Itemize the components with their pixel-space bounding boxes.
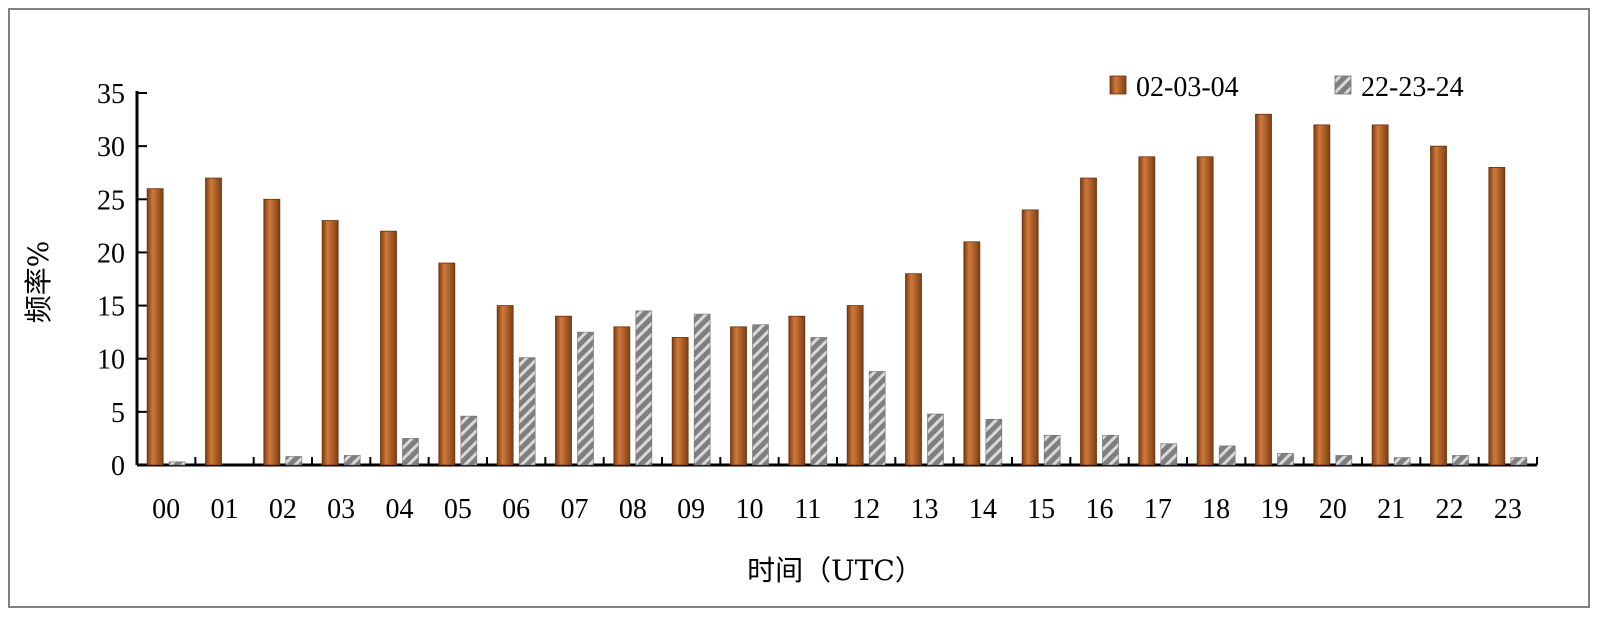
bar-series-2 (927, 413, 944, 466)
bar-series-2 (1510, 457, 1528, 466)
legend-label-series-1: 02-03-04 (1136, 72, 1239, 103)
bar-series-2 (518, 357, 536, 466)
bar-series-1 (1080, 177, 1097, 466)
x-tick-label: 18 (1202, 494, 1230, 525)
y-tick-label: 30 (97, 132, 125, 163)
bar-series-1 (1196, 156, 1214, 466)
bar-series-1 (321, 220, 339, 466)
bar-series-2 (343, 455, 361, 466)
bar-series-1 (788, 315, 806, 466)
y-axis-label: 频率% (22, 241, 55, 324)
bar-series-1 (438, 262, 456, 466)
bar-series-1 (1430, 145, 1447, 466)
bar-series-2 (1393, 457, 1411, 466)
x-tick-label: 21 (1377, 494, 1405, 525)
x-tick-label: 10 (736, 494, 764, 525)
y-tick-label: 15 (97, 292, 125, 323)
bar-series-1 (380, 230, 397, 466)
axes (135, 91, 1538, 467)
y-tick-label: 35 (97, 79, 125, 110)
bar-series-2 (1043, 434, 1061, 466)
bar-series-2 (635, 310, 653, 466)
x-tick-label: 20 (1319, 494, 1347, 525)
bar-series-2 (402, 438, 419, 466)
x-tick-label: 07 (561, 494, 589, 525)
bar-series-2 (285, 456, 303, 466)
legend: 02-03-04 22-23-24 (1109, 72, 1464, 103)
bar-series-2 (1452, 455, 1469, 466)
x-tick-label: 04 (386, 494, 414, 525)
bar-series-2 (1335, 455, 1353, 466)
legend-swatch-series-2 (1334, 75, 1352, 95)
bar-series-2 (868, 371, 886, 466)
y-tick-label: 20 (97, 238, 125, 269)
bars (146, 113, 1528, 466)
x-tick-label: 15 (1027, 494, 1055, 525)
bar-series-1 (1138, 156, 1156, 466)
bar-series-2 (1218, 445, 1236, 466)
y-tick-label: 5 (111, 398, 125, 429)
bar-series-1 (1021, 209, 1039, 466)
bar-series-1 (613, 326, 631, 466)
x-tick-label: 08 (619, 494, 647, 525)
x-tick-label: 09 (677, 494, 705, 525)
x-tick-label: 01 (211, 494, 239, 525)
bar-series-1 (496, 305, 514, 466)
bar-series-2 (1160, 443, 1178, 466)
bar-series-2 (577, 331, 594, 466)
x-tick-label: 23 (1494, 494, 1522, 525)
x-tick-label: 16 (1086, 494, 1114, 525)
x-tick-label: 19 (1261, 494, 1289, 525)
bar-series-2 (1277, 453, 1294, 466)
bar-series-2 (810, 337, 828, 466)
x-tick-label: 17 (1144, 494, 1172, 525)
bar-series-1 (846, 305, 864, 466)
bar-series-2 (460, 415, 478, 466)
x-tick-label: 02 (269, 494, 297, 525)
bar-series-2 (752, 324, 769, 466)
legend-swatch-series-1 (1109, 75, 1127, 95)
x-tick-label: 22 (1436, 494, 1464, 525)
x-tick-label: 05 (444, 494, 472, 525)
x-tick-label: 00 (152, 494, 180, 525)
bar-series-1 (263, 198, 281, 466)
x-tick-label: 11 (794, 494, 821, 525)
bar-series-2 (168, 461, 186, 466)
bar-series-1 (146, 188, 164, 466)
bar-series-1 (555, 315, 572, 466)
x-tick-label: 14 (969, 494, 997, 525)
bar-series-1 (1313, 124, 1331, 466)
bar-series-1 (671, 337, 689, 466)
y-tick-label: 0 (111, 451, 125, 482)
bar-series-2 (985, 418, 1003, 466)
legend-label-series-2: 22-23-24 (1361, 72, 1464, 103)
bar-series-1 (1488, 166, 1506, 466)
x-axis-label: 时间（UTC） (747, 554, 923, 587)
bar-series-1 (205, 177, 222, 466)
y-tick-label: 25 (97, 185, 125, 216)
x-tick-label: 13 (911, 494, 939, 525)
y-tick-label: 10 (97, 345, 125, 376)
bar-series-1 (730, 326, 747, 466)
bar-series-1 (963, 241, 981, 466)
x-tick-label: 12 (852, 494, 880, 525)
bar-series-1 (1255, 113, 1272, 466)
x-tick-label: 03 (327, 494, 355, 525)
bar-series-2 (693, 313, 711, 466)
bar-series-1 (1371, 124, 1389, 466)
bar-series-1 (905, 273, 922, 466)
bar-series-2 (1102, 434, 1119, 466)
x-tick-label: 06 (502, 494, 530, 525)
